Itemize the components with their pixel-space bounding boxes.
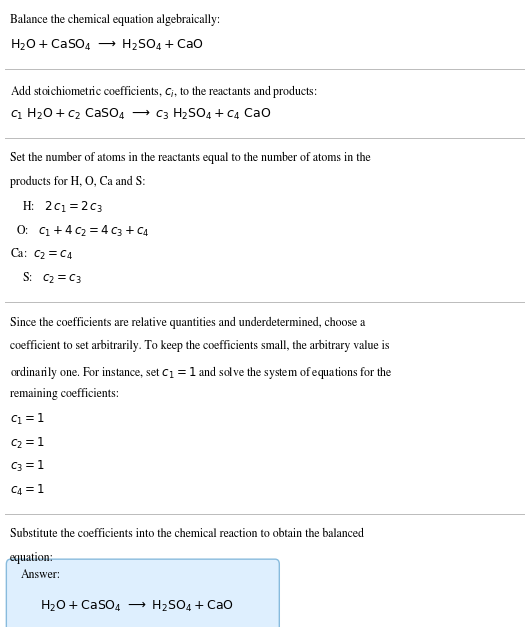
Text: O: $\ \ c_1 + 4\,c_2 = 4\,c_3 + c_4$: O: $\ \ c_1 + 4\,c_2 = 4\,c_3 + c_4$ [16, 223, 150, 238]
Text: Substitute the coefficients into the chemical reaction to obtain the balanced: Substitute the coefficients into the che… [10, 529, 363, 540]
Text: Add stoichiometric coefficients, $c_i$, to the reactants and products:: Add stoichiometric coefficients, $c_i$, … [10, 83, 317, 100]
Text: products for H, O, Ca and S:: products for H, O, Ca and S: [10, 176, 145, 188]
Text: $c_1\ \mathrm{H_2O} + c_2\ \mathrm{CaSO_4} \ \longrightarrow \ c_3\ \mathrm{H_2S: $c_1\ \mathrm{H_2O} + c_2\ \mathrm{CaSO_… [10, 107, 271, 122]
Text: remaining coefficients:: remaining coefficients: [10, 388, 118, 400]
Text: $c_2 = 1$: $c_2 = 1$ [10, 436, 44, 451]
Text: Set the number of atoms in the reactants equal to the number of atoms in the: Set the number of atoms in the reactants… [10, 152, 370, 164]
Text: Ca: $\ c_2 = c_4$: Ca: $\ c_2 = c_4$ [10, 247, 72, 262]
Text: $c_3 = 1$: $c_3 = 1$ [10, 460, 44, 475]
Text: coefficient to set arbitrarily. To keep the coefficients small, the arbitrary va: coefficient to set arbitrarily. To keep … [10, 340, 389, 352]
Text: Answer:: Answer: [21, 569, 61, 581]
Text: S: $\ \ c_2 = c_3$: S: $\ \ c_2 = c_3$ [22, 271, 82, 286]
Text: Since the coefficients are relative quantities and underdetermined, choose a: Since the coefficients are relative quan… [10, 317, 365, 329]
Text: equation:: equation: [10, 552, 53, 564]
Text: Balance the chemical equation algebraically:: Balance the chemical equation algebraica… [10, 14, 220, 26]
Text: $c_1 = 1$: $c_1 = 1$ [10, 412, 44, 427]
Text: $c_4 = 1$: $c_4 = 1$ [10, 483, 44, 498]
FancyBboxPatch shape [6, 559, 279, 627]
Text: $\mathrm{H_2O + CaSO_4 \ \longrightarrow \ H_2SO_4 + CaO}$: $\mathrm{H_2O + CaSO_4 \ \longrightarrow… [10, 38, 203, 53]
Text: ordinarily one. For instance, set $c_1 = 1$ and solve the system of equations fo: ordinarily one. For instance, set $c_1 =… [10, 364, 392, 381]
Text: $\mathrm{H_2O + CaSO_4 \ \longrightarrow \ H_2SO_4 + CaO}$: $\mathrm{H_2O + CaSO_4 \ \longrightarrow… [40, 599, 233, 614]
Text: H: $\ \ 2\,c_1 = 2\,c_3$: H: $\ \ 2\,c_1 = 2\,c_3$ [22, 199, 103, 214]
